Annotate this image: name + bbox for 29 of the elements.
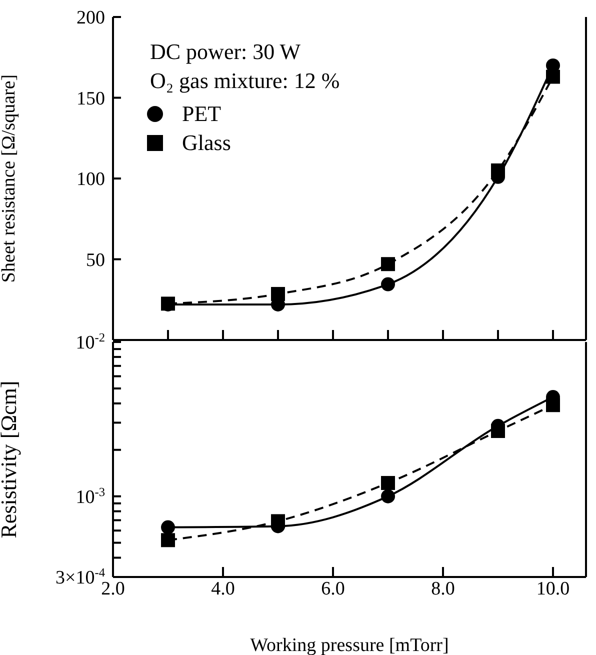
point [546, 398, 560, 412]
point [546, 70, 560, 84]
x-tick-label: 4.0 [211, 578, 235, 600]
point [381, 476, 395, 490]
y-tick-label: 100 [76, 169, 105, 190]
point [271, 286, 285, 301]
y-axis-title: Sheet resistance [Ω/square] [0, 74, 20, 283]
x-axis-title: Working pressure [mTorr] [250, 635, 449, 655]
annotation: O₂ gas mixture: 12 % [150, 68, 340, 94]
y-tick-label: 150 [76, 88, 105, 110]
y-tick-label: 50 [86, 250, 105, 271]
point [381, 257, 395, 272]
annotation: DC power: 30 W [150, 39, 301, 65]
x-tick-label: 10.0 [536, 578, 570, 600]
point [491, 424, 505, 438]
legend-label: Glass [182, 130, 231, 156]
point [491, 163, 505, 178]
y-tick-label: 10$^{-2}$ [76, 330, 105, 354]
point [381, 277, 395, 292]
point [161, 533, 175, 548]
x-tick-label: 8.0 [431, 578, 455, 600]
y-tick-label: 10$^{-3}$ [76, 484, 105, 508]
y-tick-label: 200 [76, 8, 105, 29]
point [271, 514, 285, 528]
x-tick-label: 6.0 [321, 578, 345, 600]
point [381, 489, 395, 504]
point [161, 520, 175, 534]
legend-label: PET [182, 100, 222, 126]
y-axis-title: Resistivity [Ωcm] [0, 380, 21, 538]
